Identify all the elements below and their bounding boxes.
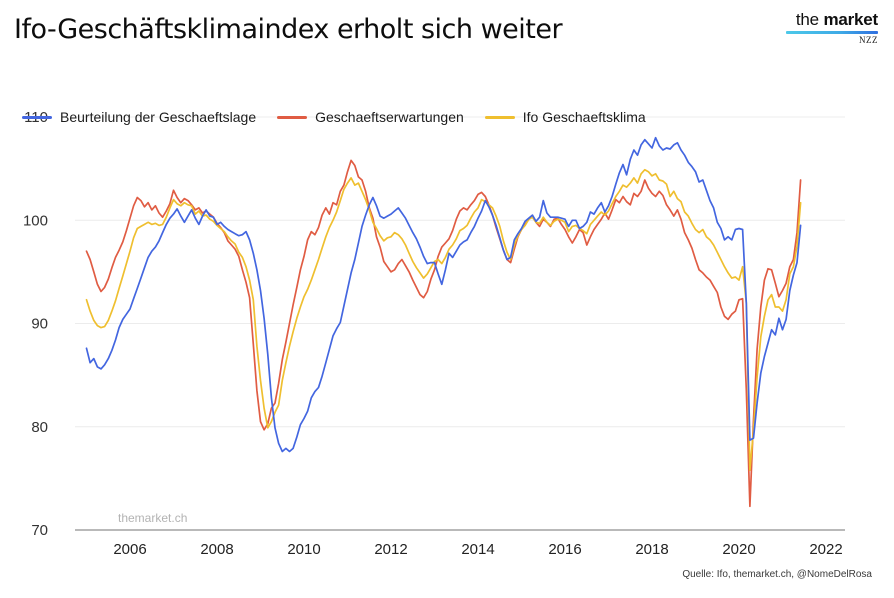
logo-wordmark: the market <box>786 10 878 30</box>
x-tick-label: 2010 <box>287 541 320 558</box>
legend-label: Ifo Geschaeftsklima <box>522 109 646 125</box>
chart-legend: Beurteilung der Geschaeftslage Geschaefts… <box>22 109 646 125</box>
x-tick-label: 2022 <box>809 541 842 558</box>
page-title: Ifo-Geschäftsklimaindex erholt sich weit… <box>14 14 563 45</box>
y-tick-label: 70 <box>31 522 48 539</box>
logo-word-market: market <box>823 10 878 29</box>
x-tick-label: 2014 <box>461 541 494 558</box>
logo-gradient-bar <box>786 31 878 34</box>
legend-label: Beurteilung der Geschaeftslage <box>60 109 257 125</box>
legend-dash-icon <box>484 115 515 119</box>
x-tick-label: 2006 <box>113 541 146 558</box>
series-line-2 <box>85 168 802 471</box>
x-tick-label: 2016 <box>548 541 581 558</box>
series-line-0 <box>85 136 802 453</box>
legend-dash-icon <box>22 115 52 119</box>
legend-dash-icon <box>277 115 308 119</box>
x-tick-label: 2008 <box>200 541 233 558</box>
logo-nzz-label: NZZ <box>859 35 878 45</box>
y-tick-label: 90 <box>31 316 48 333</box>
x-tick-label: 2018 <box>635 541 668 558</box>
x-tick-label: 2020 <box>722 541 755 558</box>
source-note: Quelle: Ifo, themarket.ch, @NomeDelRosa <box>682 569 872 580</box>
legend-label: Geschaeftserwartungen <box>315 109 464 125</box>
legend-item-0[interactable]: Beurteilung der Geschaeftslage <box>22 109 256 125</box>
legend-item-2[interactable]: Ifo Geschaeftsklima <box>484 109 646 125</box>
themarket-logo: the market NZZ <box>786 10 878 45</box>
y-tick-label: 80 <box>31 419 48 436</box>
y-tick-label: 100 <box>23 212 48 229</box>
legend-item-1[interactable]: Geschaeftserwartungen <box>277 109 464 125</box>
watermark: themarket.ch <box>118 511 188 525</box>
x-tick-label: 2012 <box>374 541 407 558</box>
logo-word-the: the <box>795 10 819 29</box>
